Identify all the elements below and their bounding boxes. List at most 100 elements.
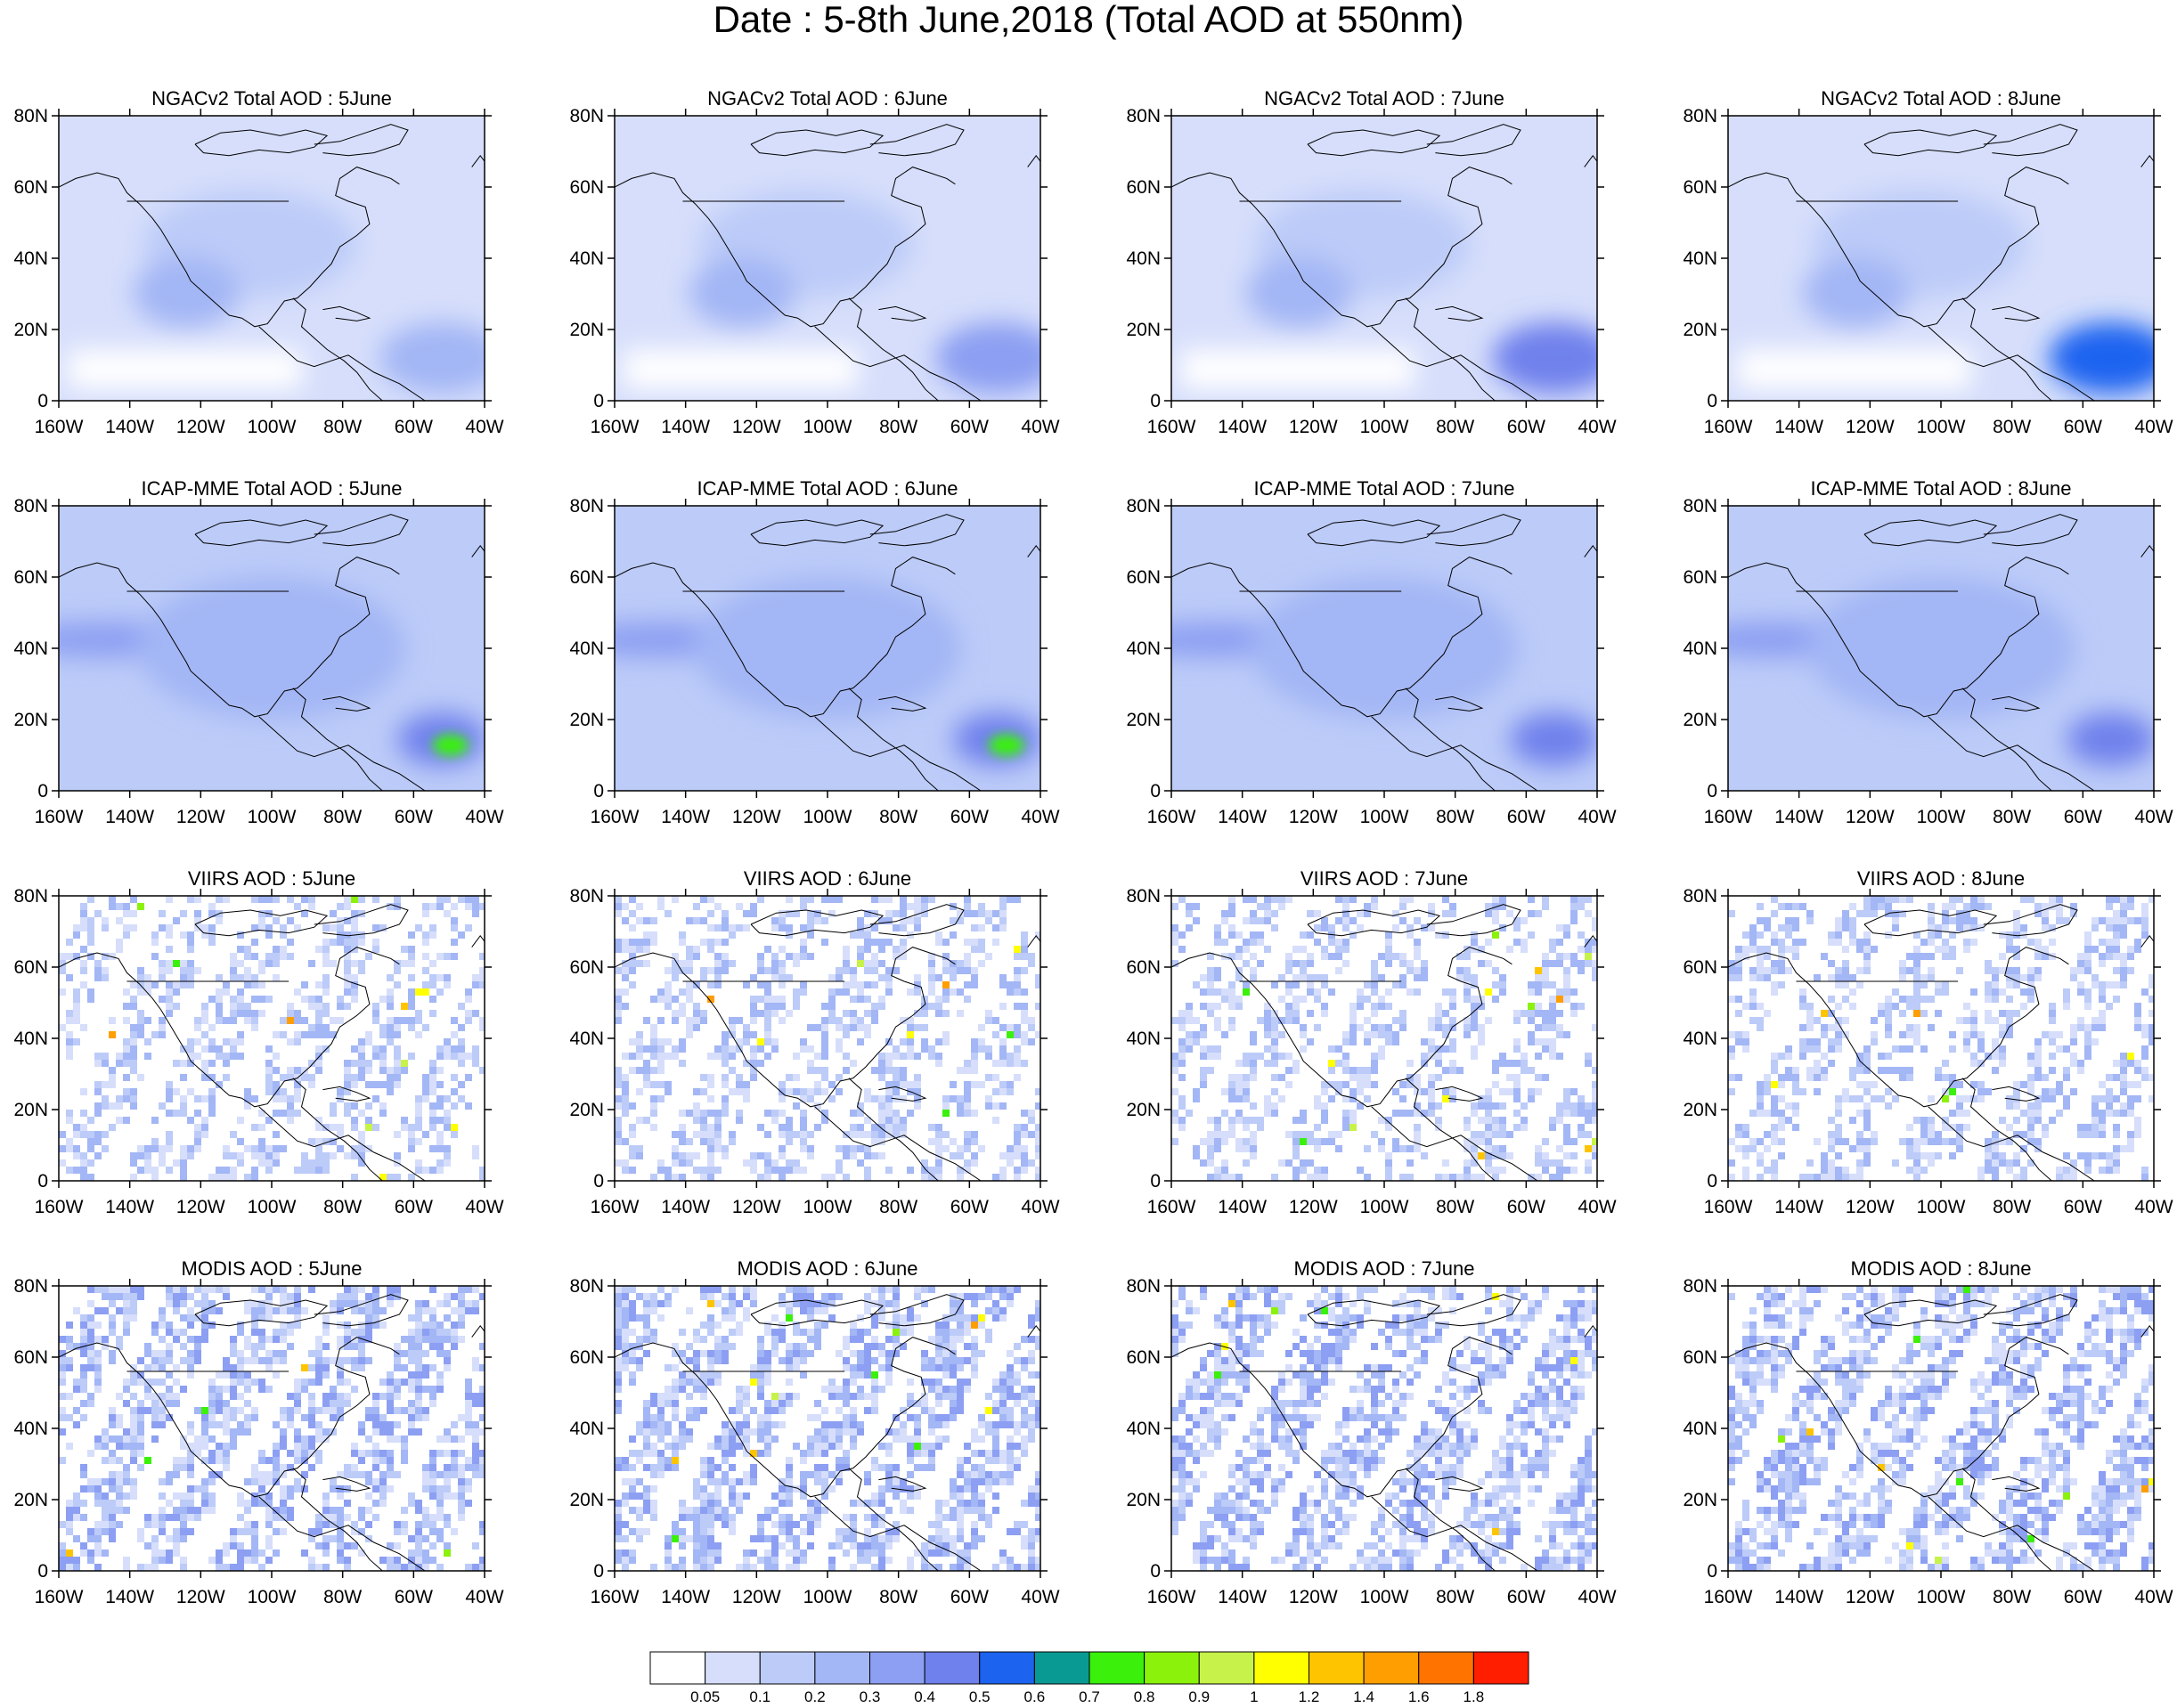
coastline [1171,947,1512,1108]
lon-tick-label: 40W [1021,1197,1059,1217]
aod-field [1728,116,2154,401]
lon-tick-label: 120W [1289,807,1338,827]
coastline [194,909,329,937]
coastline [1426,124,1521,157]
lat-tick-label: 40N [13,1029,48,1049]
lat-tick-label: 40N [1683,248,1717,269]
coastline [2140,934,2154,948]
coastline [1928,1496,2095,1571]
lon-tick-label: 100W [1360,417,1409,437]
coastline [194,519,329,547]
coastline [848,1468,939,1571]
coastline [471,544,485,557]
coastline [1728,557,2069,718]
lon-tick-label: 140W [1774,1587,1823,1607]
lat-tick-label: 60N [1126,177,1161,198]
coastline [292,1468,383,1571]
coastline [322,1086,371,1102]
lon-tick-label: 160W [1704,417,1753,437]
coastline [471,1324,485,1338]
lon-tick-label: 60W [950,1197,989,1217]
coastline [1171,1337,1512,1498]
lat-tick-label: 20N [13,710,48,730]
lon-tick-label: 40W [465,1197,503,1217]
coastline [1961,687,2052,791]
lon-tick-label: 80W [879,1587,917,1607]
map-panel: NGACv2 Total AOD : 5June 80N 60N 40N 20N 0 160… [13,87,503,437]
lon-tick-label: 120W [732,417,781,437]
lon-tick-label: 160W [35,417,84,437]
coastline [2140,544,2154,557]
lat-tick-label: 40N [1126,248,1161,269]
coastline [1027,544,1040,557]
lat-tick-label: 40N [13,1419,48,1439]
panel-title: VIIRS AOD : 8June [1857,867,2025,890]
panel-title: NGACv2 Total AOD : 8June [1821,87,2061,110]
coastline [869,904,965,937]
coastline [1426,514,1521,547]
lon-tick-label: 160W [1704,807,1753,827]
map-panel: MODIS AOD : 5June 80N 60N 40N 20N 0 160W 140W 12… [13,1257,503,1607]
lon-tick-label: 80W [1993,807,2031,827]
lat-tick-label: 20N [1126,710,1161,730]
coastline [1863,909,1998,937]
colorbar-label: 0.4 [914,1688,935,1705]
aod-field [1171,1286,1597,1571]
coastline [1584,544,1597,557]
lon-tick-label: 100W [1360,1587,1409,1607]
coastline [1405,687,1496,791]
coastline [1928,1106,2095,1181]
lat-tick-label: 20N [1683,1490,1717,1510]
colorbar-label: 0.9 [1188,1688,1210,1705]
lon-tick-label: 60W [1507,807,1545,827]
lon-tick-label: 160W [1704,1197,1753,1217]
coastline [869,514,965,547]
lon-tick-label: 140W [1774,807,1823,827]
lon-tick-label: 80W [879,417,917,437]
lat-tick-label: 0 [1707,1171,1717,1192]
lat-tick-label: 20N [569,710,604,730]
lon-tick-label: 40W [1578,417,1616,437]
lon-tick-label: 80W [1993,417,2031,437]
lon-tick-label: 140W [105,1197,154,1217]
lon-tick-label: 80W [1993,1587,2031,1607]
coastline [292,687,383,791]
lat-tick-label: 40N [569,248,604,269]
coastline [750,519,885,547]
lat-tick-label: 60N [1683,177,1717,198]
lat-tick-label: 0 [1707,391,1717,411]
lon-tick-label: 120W [1289,1197,1338,1217]
coastline [1405,297,1496,401]
coastline [194,1299,329,1327]
lon-tick-label: 120W [1846,807,1895,827]
lon-tick-label: 40W [1021,807,1059,827]
lon-tick-label: 60W [2064,1197,2102,1217]
lat-tick-label: 0 [593,391,604,411]
lon-tick-label: 120W [176,807,225,827]
aod-field [1171,506,1597,791]
coastline [292,1078,383,1181]
lon-tick-label: 140W [1218,807,1267,827]
coastline [1435,1476,1484,1492]
coastline [878,1476,927,1492]
lon-tick-label: 80W [879,807,917,827]
coastline [194,129,329,157]
coastline [1307,1299,1441,1327]
lat-tick-label: 0 [1150,781,1161,801]
colorbar-label: 1 [1250,1688,1258,1705]
lon-tick-label: 140W [105,417,154,437]
lon-tick-label: 60W [2064,807,2102,827]
panel-title: ICAP-MME Total AOD : 7June [1253,477,1514,500]
lon-tick-label: 140W [661,1197,710,1217]
lon-tick-label: 60W [1507,1587,1545,1607]
lon-tick-label: 80W [323,807,362,827]
coastline [59,947,400,1108]
lat-tick-label: 20N [1126,1490,1161,1510]
coastline [1584,934,1597,948]
coastline [314,1294,409,1327]
map-panel: ICAP-MME Total AOD : 8June 80N 60N 40N 20N 0 1… [1683,477,2173,827]
colorbar-swatch [1088,1651,1146,1685]
lon-tick-label: 100W [1917,1197,1966,1217]
lon-tick-label: 160W [35,1197,84,1217]
coastline [1992,305,2041,321]
